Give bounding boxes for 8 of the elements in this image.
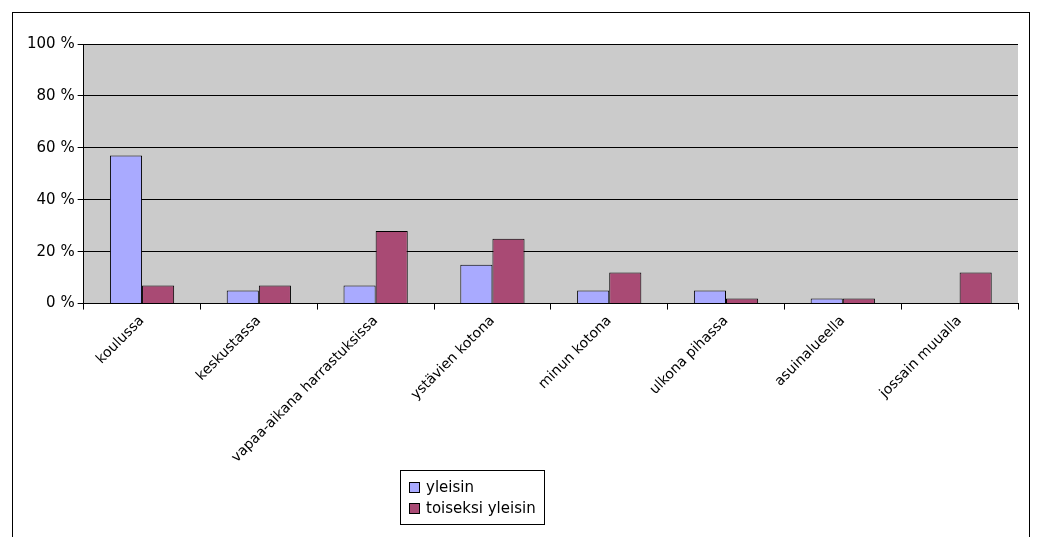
y-tick-label: 100 % — [27, 33, 75, 52]
y-tick-label: 60 % — [36, 137, 75, 156]
y-tick-label: 40 % — [36, 189, 75, 208]
y-tick-label: 80 % — [36, 85, 75, 104]
y-tick-label: 0 % — [46, 293, 75, 312]
legend-label: yleisin — [425, 478, 475, 496]
legend-label: toiseksi yleisin — [425, 499, 536, 517]
y-tick-label: 20 % — [36, 241, 75, 260]
